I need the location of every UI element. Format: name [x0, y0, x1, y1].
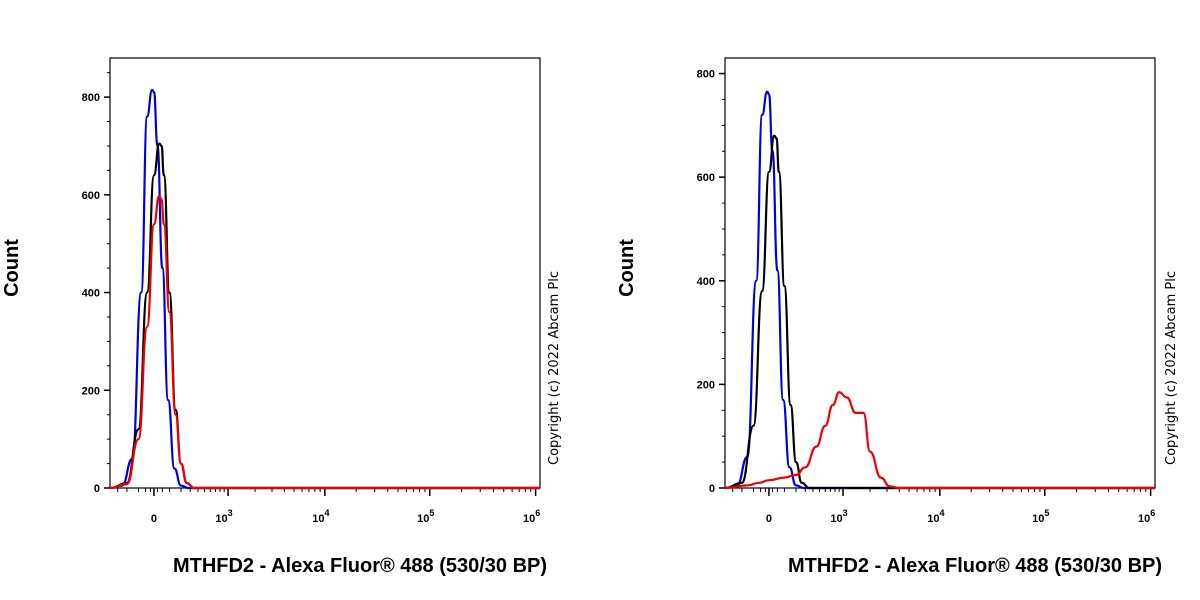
x-tick-label: 105: [417, 508, 434, 525]
series-line-0: [724, 90, 1155, 490]
x-tick-label: 106: [523, 508, 540, 525]
plot-frame: [109, 57, 541, 489]
x-tick-label: 103: [215, 508, 232, 525]
histogram-panel-left: 0 200 400 600 800 0 103 104 105 106 MTHFD2 - Alexa…: [1, 57, 562, 577]
y-tick-label: 400: [82, 288, 100, 300]
x-tick-label: 103: [830, 508, 847, 525]
series-line-0: [109, 88, 540, 490]
y-tick-label: 400: [697, 276, 715, 288]
series-line-1: [109, 142, 540, 490]
y-tick-label: 0: [94, 483, 100, 495]
copyright-text: Copyright (c) 2022 Abcam Plc: [547, 271, 562, 465]
y-tick-label: 600: [697, 172, 715, 184]
x-tick-label: 104: [312, 508, 329, 525]
y-axis-title: Count: [1, 239, 23, 297]
series-line-2: [109, 194, 540, 490]
y-tick-label: 200: [697, 379, 715, 391]
x-tick-label: 106: [1138, 508, 1155, 525]
y-tick-label: 800: [697, 69, 715, 81]
copyright-text: Copyright (c) 2022 Abcam Plc: [1164, 271, 1179, 465]
histogram-panel-right: 0 200 400 600 800 0 103 104 105 106 MTHFD2 - Alexa…: [616, 57, 1179, 577]
y-tick-label: 0: [709, 483, 715, 495]
x-axis-title: MTHFD2 - Alexa Fluor® 488 (530/30 BP): [788, 555, 1162, 577]
series-line-1: [724, 134, 1155, 490]
y-axis-title: Count: [616, 239, 638, 297]
y-tick-label: 800: [82, 92, 100, 104]
x-tick-label: 104: [927, 508, 944, 525]
x-tick-label: 105: [1032, 508, 1049, 525]
y-tick-label: 200: [82, 385, 100, 397]
x-tick-label: 0: [766, 513, 772, 525]
series-line-2: [724, 391, 1155, 490]
x-tick-label: 0: [151, 513, 157, 525]
y-tick-label: 600: [82, 190, 100, 202]
x-axis-title: MTHFD2 - Alexa Fluor® 488 (530/30 BP): [173, 555, 547, 577]
plot-frame: [724, 57, 1156, 489]
